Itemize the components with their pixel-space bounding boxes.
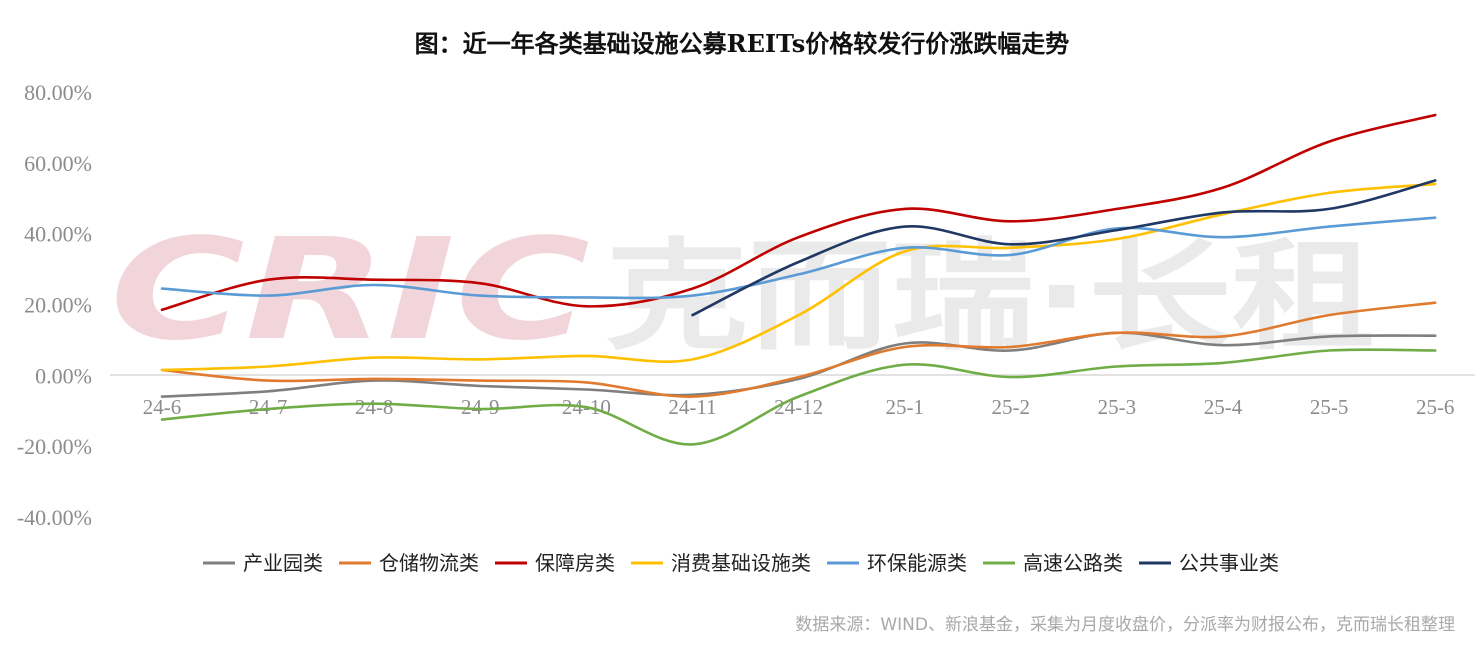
y-tick-label: 60.00%	[24, 151, 92, 176]
source-note: 数据来源：WIND、新浪基金，采集为月度收盘价，分派率为财报公布，克而瑞长租整理	[795, 615, 1455, 635]
x-tick-label: 25-2	[992, 395, 1031, 419]
series-line-4	[160, 216, 1437, 300]
chart-title: 图：近一年各类基础设施公募REITs价格较发行价涨跌幅走势	[415, 29, 1070, 58]
x-tick-label: 25-6	[1416, 395, 1455, 419]
series-line-5	[160, 348, 1437, 446]
x-tick-label: 25-5	[1310, 395, 1349, 419]
x-tick-label: 24-9	[461, 395, 500, 419]
x-tick-label: 24-6	[143, 395, 182, 419]
legend-label: 高速公路类	[1023, 551, 1123, 575]
x-tick-label: 24-12	[774, 395, 823, 419]
series-lines	[160, 113, 1437, 446]
series-line-3	[160, 182, 1437, 372]
series-line-2	[160, 113, 1437, 312]
x-tick-label: 25-1	[885, 395, 924, 419]
y-tick-label: -40.00%	[17, 505, 92, 530]
legend-label: 仓储物流类	[379, 551, 479, 575]
x-tick-label: 25-3	[1098, 395, 1137, 419]
y-tick-label: 40.00%	[24, 222, 92, 247]
legend: 产业园类 仓储物流类 保障房类 消费基础设施类 环保能源类 高速公路类 公共事业类	[203, 551, 1279, 575]
x-tick-label: 24-11	[668, 395, 716, 419]
y-tick-label: 20.00%	[24, 293, 92, 318]
legend-label: 环保能源类	[867, 551, 967, 575]
series-line-6	[691, 179, 1437, 317]
legend-label: 保障房类	[535, 551, 615, 575]
x-tick-label: 24-8	[355, 395, 394, 419]
legend-label: 公共事业类	[1179, 551, 1279, 575]
y-tick-label: -20.00%	[17, 434, 92, 459]
legend-label: 产业园类	[243, 551, 323, 575]
x-tick-label: 25-4	[1204, 395, 1243, 419]
legend-label: 消费基础设施类	[671, 551, 811, 575]
y-axis: 80.00% 60.00% 40.00% 20.00% 0.00% -20.00% -40.…	[17, 80, 92, 530]
y-tick-label: 0.00%	[35, 363, 92, 388]
series-line-1	[160, 301, 1437, 398]
series-line-0	[160, 331, 1437, 398]
x-axis: 24-6 24-7 24-8 24-9 24-10 24-11 24-12 25-1 25-2 2…	[143, 395, 1455, 419]
y-tick-label: 80.00%	[24, 80, 92, 105]
